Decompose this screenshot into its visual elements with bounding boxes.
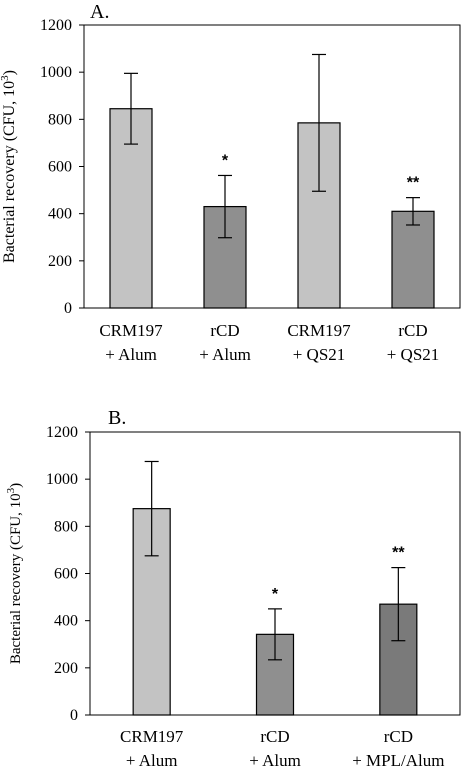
category-label: CRM197 [287, 321, 351, 340]
y-tick-label: 800 [48, 111, 72, 128]
category-label: CRM197 [99, 321, 163, 340]
y-axis-label: Bacterial recovery (CFU, 103) [5, 483, 24, 664]
y-axis-label: Bacterial recovery (CFU, 103) [0, 70, 18, 263]
category-label: + QS21 [387, 345, 440, 364]
y-tick-label: 600 [48, 159, 72, 176]
bar [391, 210, 435, 309]
y-tick-label: 0 [70, 707, 78, 724]
category-label: rCD [398, 321, 427, 340]
bar [255, 633, 295, 716]
significance-marker: ** [392, 545, 405, 562]
y-tick-label: 200 [48, 253, 72, 270]
panel-label: B. [108, 407, 126, 429]
category-label: + Alum [199, 345, 251, 364]
category-label: + MPL/Alum [352, 751, 444, 770]
y-tick-label: 0 [64, 300, 72, 317]
y-tick-label: 400 [48, 206, 72, 223]
chart-panel-b: 0 200 400 600 800 1000 1200 Bacterial recovery … [5, 407, 461, 770]
category-label: CRM197 [120, 727, 184, 746]
y-tick-label: 1000 [46, 471, 78, 488]
chart-panel-a: 0 200 400 600 800 1000 1200 Bacterial recovery … [0, 1, 461, 364]
y-tick-label: 400 [54, 613, 78, 630]
significance-marker: * [272, 586, 279, 603]
y-tick-label: 1000 [40, 64, 72, 81]
category-label: + Alum [126, 751, 178, 770]
significance-marker: ** [407, 175, 420, 192]
category-label: + QS21 [293, 345, 346, 364]
significance-marker: * [222, 152, 229, 169]
panel-label: A. [90, 1, 109, 23]
y-tick-label: 800 [54, 518, 78, 535]
category-label: + Alum [249, 751, 301, 770]
category-label: rCD [260, 727, 289, 746]
y-tick-label: 1200 [46, 424, 78, 441]
category-label: rCD [210, 321, 239, 340]
category-label: + Alum [105, 345, 157, 364]
category-label: rCD [384, 727, 413, 746]
y-tick-label: 600 [54, 566, 78, 583]
y-tick-label: 1200 [40, 17, 72, 34]
y-tick-label: 200 [54, 660, 78, 677]
